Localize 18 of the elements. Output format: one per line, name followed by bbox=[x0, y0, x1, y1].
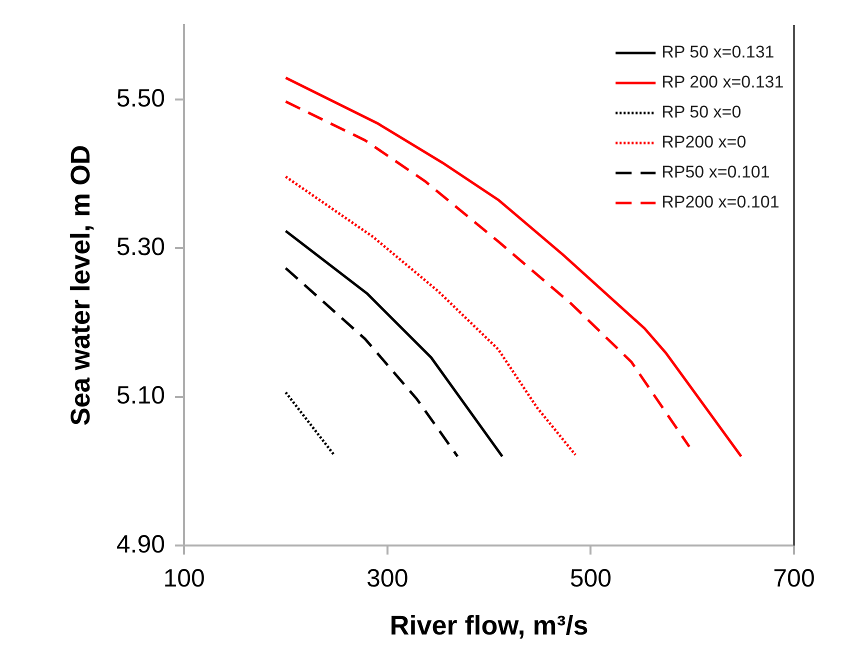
y-tick-label: 5.10 bbox=[116, 382, 166, 410]
legend-label: RP 200 x=0.131 bbox=[662, 72, 784, 92]
legend-label: RP 50 x=0 bbox=[662, 102, 742, 122]
legend-label: RP200 x=0.101 bbox=[662, 192, 780, 212]
legend-label: RP 50 x=0.131 bbox=[662, 42, 774, 62]
y-tick-label: 5.50 bbox=[116, 84, 166, 112]
legend-label: RP50 x=0.101 bbox=[662, 162, 770, 182]
x-axis-title: River flow, m³/s bbox=[390, 610, 588, 640]
x-tick-label: 700 bbox=[773, 564, 815, 592]
y-tick-label: 5.30 bbox=[116, 233, 166, 262]
x-tick-label: 500 bbox=[570, 564, 612, 592]
y-tick-label: 4.90 bbox=[116, 530, 166, 558]
x-tick-label: 100 bbox=[163, 564, 205, 592]
line-series bbox=[284, 175, 577, 456]
line-series bbox=[284, 266, 459, 458]
y-axis-title: Sea water level, m OD bbox=[66, 144, 96, 426]
legend-label: RP200 x=0 bbox=[662, 132, 746, 152]
x-tick-label: 300 bbox=[366, 564, 408, 592]
